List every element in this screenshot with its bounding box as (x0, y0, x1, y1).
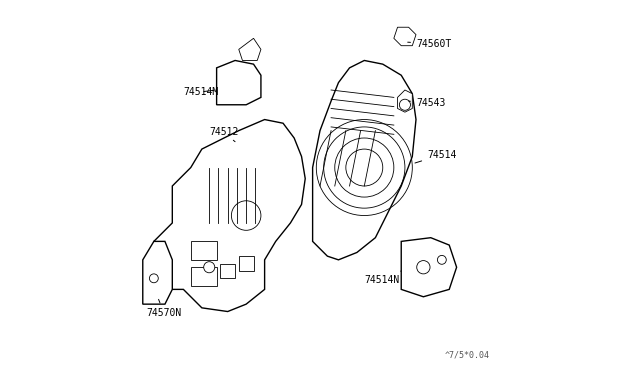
Polygon shape (401, 238, 456, 297)
Bar (191, 241, 216, 260)
Bar (220, 263, 235, 278)
Text: 74560T: 74560T (408, 39, 451, 49)
Polygon shape (394, 27, 416, 46)
Bar (239, 256, 253, 271)
Circle shape (399, 99, 410, 110)
Text: 74514: 74514 (415, 150, 456, 163)
Circle shape (437, 256, 446, 264)
Text: 74570N: 74570N (147, 299, 182, 318)
Text: ^7/5*0.04: ^7/5*0.04 (445, 350, 490, 359)
Text: 74512: 74512 (209, 128, 239, 142)
Polygon shape (397, 90, 412, 112)
Polygon shape (143, 241, 172, 304)
Circle shape (232, 201, 261, 230)
Polygon shape (216, 61, 261, 105)
Polygon shape (312, 61, 416, 260)
Text: 74514M: 74514M (184, 87, 219, 97)
Circle shape (149, 274, 158, 283)
Circle shape (417, 260, 430, 274)
Circle shape (204, 262, 215, 273)
Text: 74543: 74543 (408, 98, 445, 108)
Polygon shape (239, 38, 261, 61)
Bar (191, 267, 216, 286)
Text: 74514N: 74514N (364, 271, 401, 285)
Polygon shape (154, 119, 305, 311)
